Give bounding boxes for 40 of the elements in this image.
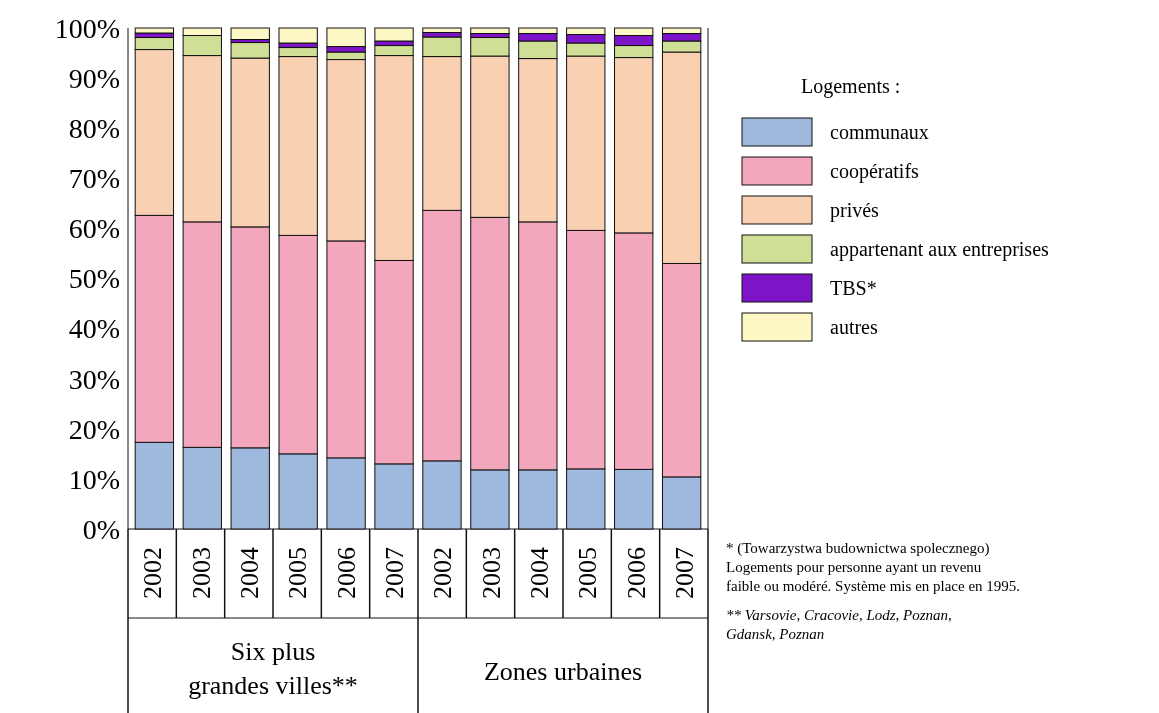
x-tick-label: 2006 [331, 547, 361, 599]
x-tick-label: 2003 [186, 547, 216, 599]
legend-label: coopératifs [830, 160, 920, 183]
text: * (Towarzystwa budownictwa spolecznego) Logements pour personne ayant un revenu faible ou modéré. Système mis en place en 1995. [726, 540, 1021, 594]
legend-label: communaux [830, 121, 929, 143]
y-tick-label: 50% [68, 263, 120, 295]
x-tick-label: 2002 [428, 547, 458, 599]
y-tick-label: 90% [68, 62, 120, 94]
y-tick-label: 40% [68, 313, 120, 345]
y-tick-label: 80% [68, 113, 120, 144]
legend-label: privés [830, 199, 880, 222]
y-tick-label: 60% [68, 213, 120, 245]
legend-label: autres [830, 316, 878, 338]
text: Six plus grandes villes** [188, 637, 358, 700]
bar [134, 27, 175, 34]
x-tick-label: 2003 [476, 547, 506, 599]
bar [278, 27, 318, 44]
text: ** Varsovie, Cracovie, Lodz, Poznan, Gdansk, Poznan [726, 607, 952, 642]
y-tick-label: 20% [68, 413, 120, 445]
x-tick-label: 2007 [379, 547, 409, 599]
x-tick-label: 2005 [573, 547, 603, 599]
x-tick-label: 2007 [669, 547, 699, 599]
bar [470, 27, 510, 35]
x-tick-label: 2004 [234, 547, 264, 599]
bar [230, 27, 270, 41]
y-tick-label: 10% [68, 463, 120, 495]
legend-title: Logements : [801, 75, 901, 98]
legend-label: TBS* [830, 277, 877, 299]
x-tick-label: 2004 [524, 547, 554, 599]
text: Zones urbaines [483, 657, 643, 686]
y-tick-label: 70% [68, 163, 120, 195]
legend-label: appartenant aux entreprises [830, 238, 1050, 261]
bar [374, 27, 414, 42]
bar [422, 27, 462, 34]
x-tick-label: 2005 [283, 547, 313, 599]
x-tick-label: 2006 [621, 547, 651, 599]
y-tick-label: 100% [54, 12, 120, 44]
y-tick-label: 0% [82, 513, 120, 545]
y-tick-label: 30% [68, 363, 120, 395]
x-tick-label: 2002 [138, 547, 168, 599]
